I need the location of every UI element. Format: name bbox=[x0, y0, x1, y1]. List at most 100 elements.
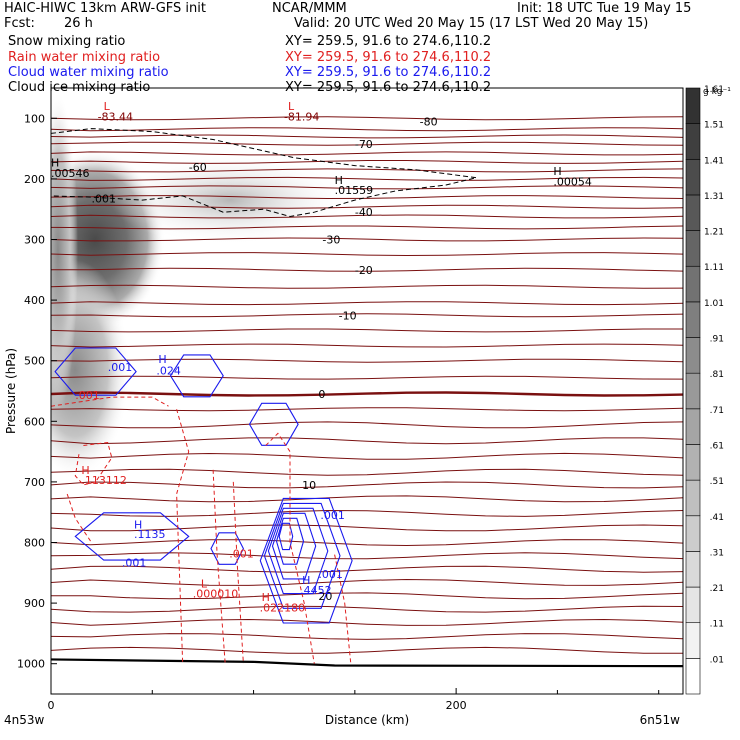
contour-annotation: .001 bbox=[92, 192, 117, 205]
contour-annotation: .001 bbox=[318, 568, 343, 581]
colorbar-label: 1.11 bbox=[704, 263, 724, 273]
colorbar-label: .61 bbox=[710, 441, 724, 451]
contour-annotation: .000010 bbox=[193, 587, 239, 600]
cloud-water-contour bbox=[259, 497, 353, 624]
plot-title: HAIC-HIWC 13km ARW-GFS init bbox=[4, 1, 206, 16]
rain-contour bbox=[265, 432, 315, 664]
temperature-contour bbox=[51, 134, 683, 139]
field-xy-cloud-water: XY= 259.5, 91.6 to 274.6,110.2 bbox=[285, 65, 492, 80]
temperature-contour bbox=[51, 252, 683, 257]
colorbar-label: .91 bbox=[710, 335, 724, 345]
temperature-contour bbox=[51, 552, 683, 560]
y-tick-label: 700 bbox=[24, 476, 45, 489]
temperature-contour bbox=[51, 141, 683, 146]
temperature-contour bbox=[51, 237, 683, 242]
y-tick-label: 900 bbox=[24, 597, 45, 610]
contour-annotation: .001 bbox=[229, 547, 254, 560]
temperature-contour bbox=[51, 539, 683, 547]
rain-contour bbox=[232, 481, 244, 664]
y-tick-label: 400 bbox=[24, 294, 45, 307]
contour-annotation: .001 bbox=[320, 509, 345, 522]
field-xy-rain: XY= 259.5, 91.6 to 274.6,110.2 bbox=[285, 50, 492, 65]
contour-labels: -80-70-60-40-30-20-1001020L-83.44L-81.94… bbox=[51, 100, 592, 614]
temperature-contour bbox=[51, 592, 683, 600]
temperature-contour-label: -70 bbox=[355, 138, 373, 151]
temperature-contour bbox=[51, 127, 683, 132]
temperature-contour bbox=[51, 481, 683, 489]
rain-contour bbox=[66, 493, 92, 543]
temperature-contour bbox=[51, 565, 683, 573]
contour-annotation: .1135 bbox=[134, 528, 166, 541]
cloud-water-contour bbox=[271, 512, 317, 580]
temperature-contour bbox=[51, 168, 683, 173]
contour-annotation: .001 bbox=[75, 389, 100, 402]
colorbar-label: .01 bbox=[710, 655, 724, 665]
temperature-contours bbox=[51, 116, 683, 668]
mixing-ratio-contours bbox=[51, 128, 477, 664]
contour-annotation: .024 bbox=[156, 364, 181, 377]
y-tick-label: 200 bbox=[24, 173, 45, 186]
contour-annotation: -83.44 bbox=[98, 110, 133, 123]
temperature-contour-label: -40 bbox=[355, 206, 373, 219]
y-tick-label: 1000 bbox=[17, 658, 45, 671]
temperature-contour bbox=[51, 267, 683, 272]
contour-annotation: .01559 bbox=[335, 184, 374, 197]
org-label: NCAR/MMM bbox=[272, 1, 347, 16]
temperature-contour bbox=[51, 646, 683, 654]
init-time: Init: 18 UTC Tue 19 May 15 bbox=[517, 1, 692, 16]
temperature-contour bbox=[51, 375, 683, 380]
colorbar-swatch bbox=[685, 372, 701, 410]
contour-annotation: H bbox=[553, 165, 561, 178]
rain-contour bbox=[212, 469, 226, 664]
valid-time: Valid: 20 UTC Wed 20 May 15 (17 LST Wed … bbox=[294, 16, 649, 31]
contour-annotation: H bbox=[134, 518, 142, 531]
y-tick-label: 500 bbox=[24, 355, 45, 368]
temperature-contour bbox=[51, 343, 683, 348]
field-label-rain: Rain water mixing ratio bbox=[8, 50, 161, 65]
x-tick-label: 0 bbox=[48, 699, 55, 712]
colorbar-label: .51 bbox=[710, 477, 724, 487]
colorbar-swatch bbox=[685, 194, 701, 231]
forecast-hour: 26 h bbox=[64, 16, 93, 31]
contour-annotation: L bbox=[201, 578, 208, 591]
cloud-water-contour bbox=[54, 347, 137, 396]
contour-annotation: -81.94 bbox=[284, 110, 319, 123]
temperature-contour-label: -20 bbox=[355, 264, 373, 277]
field-label-cloud-water: Cloud water mixing ratio bbox=[8, 65, 169, 80]
temperature-contour bbox=[51, 391, 683, 397]
snow-contour bbox=[51, 128, 477, 218]
cloud-water-contour bbox=[169, 354, 224, 398]
colorbar-label: 1.41 bbox=[704, 156, 724, 166]
temperature-contour bbox=[51, 301, 683, 306]
contour-annotation: L bbox=[288, 100, 295, 113]
colorbar-swatch bbox=[685, 408, 701, 445]
contour-annotation: H bbox=[335, 174, 343, 187]
colorbar: .01 .11 .21 .31 .41 .51 .61 .71 .81 .91 1.01 1.11 1.… bbox=[685, 85, 731, 695]
plot-frame bbox=[50, 87, 684, 695]
contour-annotation: .00546 bbox=[51, 167, 90, 180]
contour-annotation: .022180 bbox=[260, 601, 306, 614]
colorbar-swatch bbox=[685, 337, 701, 374]
colorbar-label: 1.51 bbox=[704, 121, 724, 131]
colorbar-label: .21 bbox=[710, 584, 724, 594]
colorbar-swatch bbox=[685, 479, 701, 517]
contour-annotation: H bbox=[262, 591, 270, 604]
temperature-contour bbox=[51, 313, 683, 318]
temperature-contour bbox=[51, 437, 683, 445]
colorbar-swatch bbox=[685, 515, 701, 552]
contour-annotation: .4452 bbox=[300, 584, 332, 597]
rain-contour bbox=[334, 554, 352, 664]
temperature-contour bbox=[51, 185, 683, 190]
temperature-contour-label: -60 bbox=[189, 161, 207, 174]
temperature-contour-label: -80 bbox=[420, 115, 438, 128]
colorbar-swatch bbox=[685, 301, 701, 338]
forecast-label: Fcst: bbox=[4, 16, 35, 31]
temperature-contour bbox=[51, 578, 683, 586]
temperature-contour bbox=[51, 407, 683, 412]
colorbar-swatch bbox=[685, 123, 701, 160]
colorbar-label: 1.01 bbox=[704, 299, 724, 309]
contour-annotation: .001 bbox=[122, 556, 146, 569]
temperature-contour-label: -10 bbox=[339, 309, 357, 322]
